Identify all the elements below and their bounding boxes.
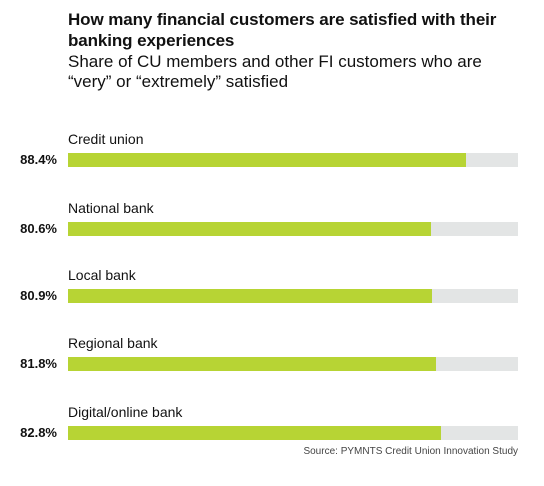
bar [68,289,433,303]
category-label: Regional bank [68,335,158,351]
value-label: 80.9% [20,288,57,303]
bar-row-regional-bank: Regional bank 81.8% [0,335,544,395]
chart-title: How many financial customers are satisfi… [68,10,497,50]
category-label: Local bank [68,267,136,283]
value-label: 81.8% [20,356,57,371]
category-label: Credit union [68,131,144,147]
bar-row-local-bank: Local bank 80.9% [0,267,544,327]
category-label: National bank [68,200,154,216]
source-note: Source: PYMNTS Credit Union Innovation S… [303,446,518,457]
category-label: Digital/online bank [68,404,183,420]
bar-row-credit-union: Credit union 88.4% [0,131,544,191]
value-label: 80.6% [20,221,57,236]
bar-row-digital-online-bank: Digital/online bank 82.8% [0,404,544,464]
bar [68,357,437,371]
bar-track [68,357,518,371]
bar-track [68,222,518,236]
value-label: 88.4% [20,152,57,167]
bar-row-national-bank: National bank 80.6% [0,200,544,260]
chart-subtitle: Share of CU members and other FI custome… [68,52,482,91]
bar-track [68,289,518,303]
bar-track [68,153,518,167]
bar [68,222,431,236]
bar [68,426,441,440]
value-label: 82.8% [20,425,57,440]
bar [68,153,466,167]
bar-track [68,426,518,440]
